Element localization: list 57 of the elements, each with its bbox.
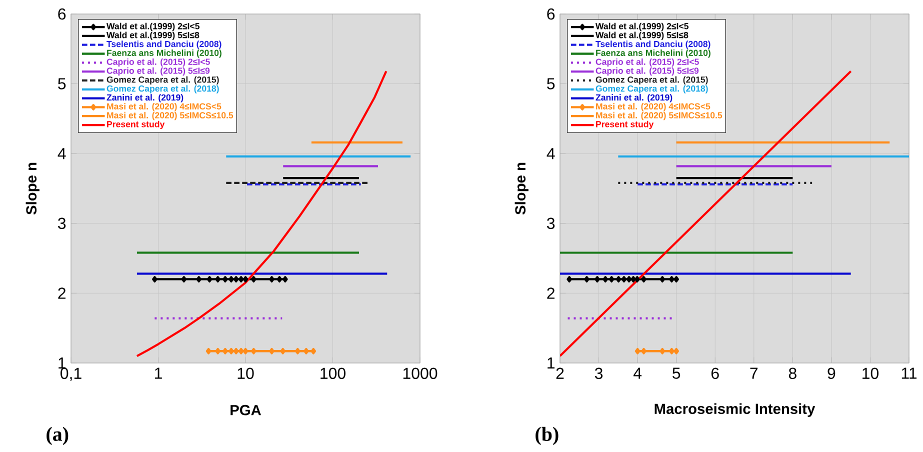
y-tick-label: 5 xyxy=(547,78,555,90)
x-tick-label: 1000 xyxy=(403,368,438,380)
y-tick-label: 5 xyxy=(58,78,66,90)
legend-label: Present study xyxy=(107,120,165,130)
y-axis-title: Slope n xyxy=(26,162,40,215)
x-tick-label: 5 xyxy=(672,368,680,379)
y-tick-label: 1 xyxy=(548,357,555,368)
x-tick-label: 0,1 xyxy=(60,368,82,381)
x-tick-label: 6 xyxy=(711,368,719,380)
legend-label: Caprio et al. (2015) 5≤I≤9 xyxy=(596,67,699,76)
legend-label: Gomez Capera et al. (2018) xyxy=(596,85,708,94)
x-tick-label: 1 xyxy=(155,368,162,379)
x-tick-label: 3 xyxy=(594,368,603,380)
y-tick-label: 2 xyxy=(58,288,66,299)
legend-label: Faenza ans Michelini (2010) xyxy=(596,50,710,58)
legend-label: Caprio et al. (2015) 2≤I<5 xyxy=(106,58,210,67)
y-tick-label: 4 xyxy=(546,148,555,160)
legend-label: Wald et al.(1999) 2≤I<5 xyxy=(106,22,200,32)
y-tick-label: 6 xyxy=(58,8,66,20)
y-tick-label: 2 xyxy=(547,288,554,299)
legend-label: Tselentis and Danciu (2008) xyxy=(106,40,222,49)
text: (b) xyxy=(536,426,558,446)
x-tick-label: 9 xyxy=(828,368,836,380)
legend-label: Masi et al. (2020) 4≤IMCS<5 xyxy=(596,103,710,112)
legend-label: Wald et al.(1999) 5≤I≤8 xyxy=(595,32,688,40)
legend-label: Gomez Capera et al. (2018) xyxy=(106,85,219,94)
x-axis-title: PGA xyxy=(230,404,262,416)
y-tick-label: 4 xyxy=(58,148,66,160)
legend-label: Masi et al. (2020) 5≤IMCS≤10.5 xyxy=(596,112,722,120)
y-tick-label: 3 xyxy=(547,218,555,230)
x-tick-label: 2 xyxy=(556,368,564,379)
x-tick-label: 8 xyxy=(788,368,796,380)
legend-label: Gomez Capera et al. (2015) xyxy=(106,76,219,84)
y-tick-label: 3 xyxy=(58,218,66,230)
legend-label: Masi et al. (2020) 4≤IMCS<5 xyxy=(107,103,222,112)
legend-label: Present study xyxy=(596,120,654,130)
legend-label: Tselentis and Danciu (2008) xyxy=(596,40,710,49)
x-tick-label: 11 xyxy=(902,368,917,379)
legend-label: Wald et al.(1999) 2≤I<5 xyxy=(595,22,688,32)
legend-label: Gomez Capera et al. (2015) xyxy=(596,76,708,84)
text: (a) xyxy=(46,426,68,446)
legend-label: Zanini et al. (2019) xyxy=(596,94,672,102)
legend-label: Caprio et al. (2015) 2≤I<5 xyxy=(596,58,699,67)
y-tick-label: 1 xyxy=(58,357,66,368)
x-tick-label: 10 xyxy=(862,368,879,380)
y-tick-label: 6 xyxy=(547,8,555,20)
legend-label: Masi et al. (2020) 5≤IMCS≤10.5 xyxy=(107,112,234,120)
legend-label: Zanini et al. (2019) xyxy=(106,94,184,102)
x-tick-label: 100 xyxy=(320,368,346,380)
x-tick-label: 7 xyxy=(750,368,758,379)
x-tick-label: 4 xyxy=(633,368,642,379)
legend-label: Caprio et al. (2015) 5≤I≤9 xyxy=(106,67,210,76)
y-axis-title: Slope n xyxy=(514,162,528,215)
legend-label: Faenza ans Michelini (2010) xyxy=(107,50,222,58)
legend-label: Wald et al.(1999) 5≤I≤8 xyxy=(106,32,200,40)
x-tick-label: 10 xyxy=(238,368,254,380)
x-axis-title: Macroseismic Intensity xyxy=(654,403,816,417)
